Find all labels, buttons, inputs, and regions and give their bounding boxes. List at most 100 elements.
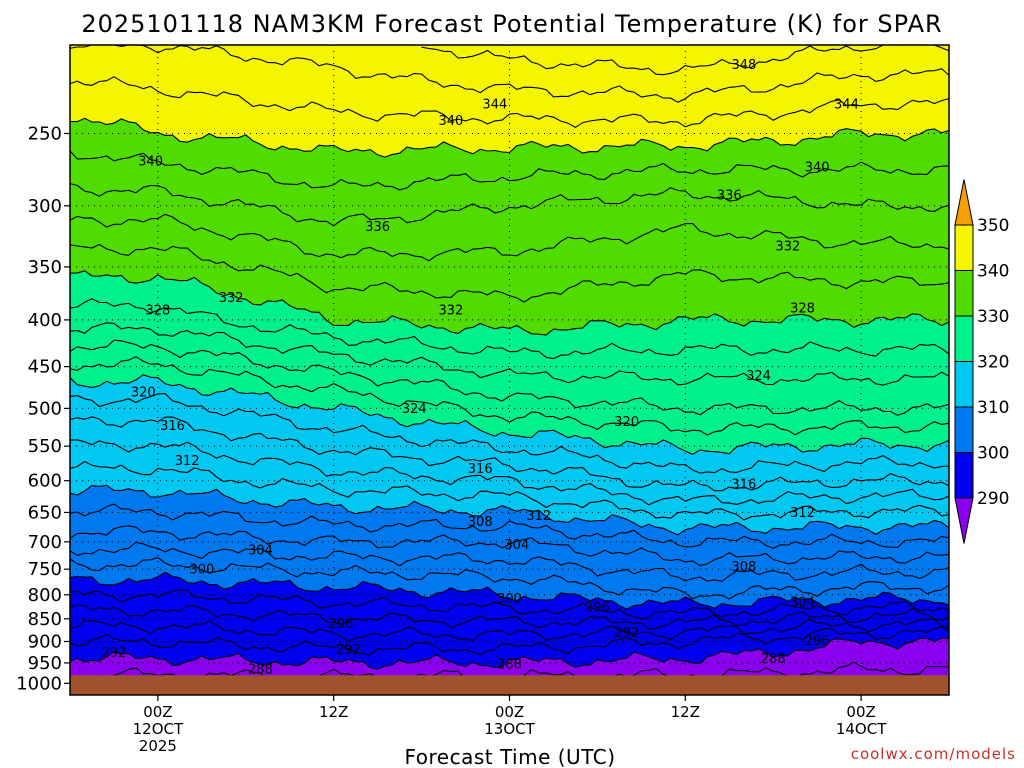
contour-label-332: 332 [219, 291, 244, 306]
x-tick-label: 12Z [671, 703, 700, 721]
contour-label-304: 304 [248, 544, 273, 559]
contour-label-296: 296 [805, 634, 830, 649]
contour-344 [69, 44, 950, 103]
contour-label-320: 320 [131, 386, 156, 401]
contour-314 [69, 439, 950, 506]
x-axis-label: Forecast Time (UTC) [404, 745, 615, 768]
colorbar-label: 330 [977, 307, 1009, 327]
contour-302 [69, 556, 950, 600]
contour-label-text: 324 [402, 402, 427, 417]
colorbar-bottom-arrow [954, 497, 974, 544]
contour-label-text: 300 [497, 592, 522, 607]
contour-label-304: 304 [504, 538, 529, 553]
contour-label-348: 348 [731, 58, 756, 73]
contour-label-text: 332 [775, 239, 800, 254]
contour-label-340: 340 [438, 114, 463, 129]
contour-label-text: 312 [526, 509, 551, 524]
contour-label-text: 340 [805, 160, 830, 175]
contour-326 [69, 322, 950, 386]
contour-label-320: 320 [614, 415, 639, 430]
y-tick-label: 450 [28, 357, 62, 378]
x-tick-label: 12OCT [133, 720, 184, 738]
contour-label-text: 320 [131, 386, 156, 401]
y-tick-label: 850 [28, 609, 62, 630]
y-tick-label: 400 [28, 310, 62, 331]
contour-label-340: 340 [138, 155, 163, 170]
contour-label-292: 292 [614, 626, 639, 641]
contour-label-text: 288 [248, 663, 273, 678]
contour-label-text: 328 [145, 303, 170, 318]
contour-label-288: 288 [497, 657, 522, 672]
contour-338 [69, 150, 950, 191]
contour-label-336: 336 [365, 220, 390, 235]
colorbar-swatch-290 [954, 452, 974, 499]
x-tick-label: 12Z [319, 703, 348, 721]
contour-label-text: 292 [102, 646, 127, 661]
contour-label-308: 308 [731, 560, 756, 575]
contour-322 [69, 356, 950, 436]
contour-label-text: 336 [365, 220, 390, 235]
y-tick-label: 350 [28, 257, 62, 278]
credit-text: coolwx.com/models [851, 745, 1016, 763]
contour-label-296: 296 [585, 600, 610, 615]
colorbar-label: 350 [977, 216, 1009, 236]
contour-340 [69, 117, 950, 158]
y-axis-ticks: 2503003504004505005506006507007508008509… [16, 123, 70, 694]
y-tick-label: 800 [28, 585, 62, 606]
contour-label-text: 296 [805, 634, 830, 649]
x-tick-label: 14OCT [836, 720, 887, 738]
contour-332 [69, 243, 950, 303]
contour-300 [69, 571, 950, 610]
contour-label-text: 308 [731, 560, 756, 575]
colorbar-swatch-340 [954, 224, 974, 271]
contour-label-308: 308 [468, 515, 493, 530]
contour-label-text: 312 [790, 506, 815, 521]
plot-area: 348 344 344 340 340 340 336 336 332 332 332 328 328 3… [69, 44, 950, 696]
y-tick-label: 1000 [16, 673, 62, 694]
colorbar-label: 320 [977, 353, 1009, 373]
contour-label-304: 304 [790, 596, 815, 611]
contour-label-text: 296 [585, 600, 610, 615]
contour-label-text: 328 [790, 301, 815, 316]
y-tick-label: 900 [28, 631, 62, 652]
y-tick-label: 650 [28, 502, 62, 523]
contour-label-text: 332 [438, 303, 463, 318]
colorbar-swatch-330 [954, 270, 974, 317]
contour-310 [69, 484, 950, 536]
band-340 [70, 45, 949, 158]
contour-label-312: 312 [526, 509, 551, 524]
contour-label-328: 328 [145, 303, 170, 318]
contour-296 [69, 604, 950, 630]
contour-label-344: 344 [482, 97, 507, 112]
colorbar-swatch-310 [954, 361, 974, 408]
contour-label-340: 340 [805, 160, 830, 175]
colorbar-label: 340 [977, 262, 1009, 282]
contour-label-text: 312 [175, 454, 200, 469]
x-tick-label: 00Z [846, 703, 875, 721]
contour-label-text: 304 [790, 596, 815, 611]
contour-292 [69, 626, 950, 656]
contour-346 [421, 44, 950, 76]
contour-label-text: 300 [189, 563, 214, 578]
contour-label-text: 316 [468, 462, 493, 477]
y-tick-label: 550 [28, 436, 62, 457]
contour-label-text: 320 [614, 415, 639, 430]
contour-label-332: 332 [438, 303, 463, 318]
contour-label-text: 304 [504, 538, 529, 553]
contour-label-312: 312 [175, 454, 200, 469]
contour-342 [69, 76, 950, 129]
contour-label-292: 292 [102, 646, 127, 661]
contour-label-text: 340 [438, 114, 463, 129]
contour-label-344: 344 [834, 97, 859, 112]
contour-308 [69, 503, 950, 550]
contour-label-text: 292 [336, 643, 361, 658]
contour-label-288: 288 [248, 663, 273, 678]
contour-label-316: 316 [468, 462, 493, 477]
contour-label-316: 316 [731, 477, 756, 492]
contour-label-332: 332 [775, 239, 800, 254]
colorbar: 350 340 330 320 310 300 290 [954, 179, 1009, 544]
contour-label-292: 292 [336, 643, 361, 658]
y-tick-label: 950 [28, 653, 62, 674]
